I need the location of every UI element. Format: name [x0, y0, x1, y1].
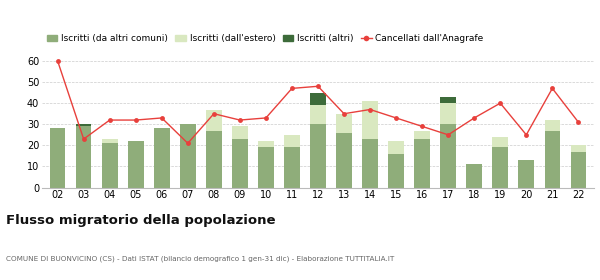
Bar: [258, 141, 274, 148]
Bar: [50, 129, 65, 188]
Bar: [310, 124, 326, 188]
Bar: [336, 114, 352, 133]
Bar: [310, 93, 326, 105]
Bar: [440, 124, 456, 188]
Bar: [206, 130, 221, 188]
Bar: [493, 148, 508, 188]
Bar: [571, 152, 586, 188]
Bar: [180, 124, 196, 188]
Bar: [545, 120, 560, 130]
Bar: [258, 148, 274, 188]
Bar: [388, 141, 404, 154]
Bar: [128, 141, 143, 188]
Bar: [284, 135, 300, 148]
Text: COMUNE DI BUONVICINO (CS) - Dati ISTAT (bilancio demografico 1 gen-31 dic) - Ela: COMUNE DI BUONVICINO (CS) - Dati ISTAT (…: [6, 255, 394, 262]
Bar: [284, 148, 300, 188]
Bar: [154, 129, 170, 188]
Bar: [545, 130, 560, 188]
Bar: [466, 164, 482, 188]
Bar: [102, 139, 118, 143]
Bar: [571, 145, 586, 152]
Bar: [310, 105, 326, 124]
Bar: [362, 101, 378, 139]
Bar: [415, 130, 430, 139]
Bar: [232, 139, 248, 188]
Bar: [76, 124, 91, 126]
Bar: [493, 137, 508, 148]
Bar: [415, 139, 430, 188]
Bar: [76, 126, 91, 188]
Bar: [362, 139, 378, 188]
Legend: Iscritti (da altri comuni), Iscritti (dall'estero), Iscritti (altri), Cancellati: Iscritti (da altri comuni), Iscritti (da…: [47, 34, 484, 43]
Bar: [336, 133, 352, 188]
Bar: [206, 109, 221, 130]
Bar: [232, 126, 248, 139]
Bar: [518, 160, 534, 188]
Bar: [440, 103, 456, 124]
Text: Flusso migratorio della popolazione: Flusso migratorio della popolazione: [6, 214, 275, 227]
Bar: [388, 154, 404, 188]
Bar: [102, 143, 118, 188]
Bar: [440, 97, 456, 103]
